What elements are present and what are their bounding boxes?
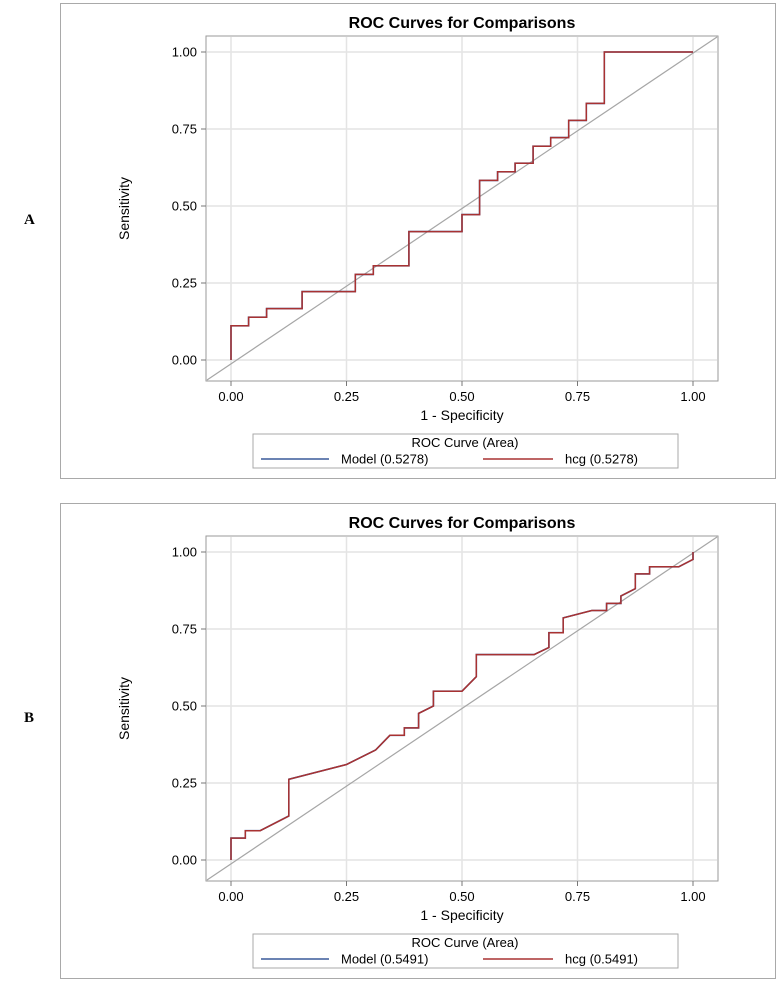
chart-title: ROC Curves for Comparisons: [349, 15, 576, 32]
legend-area-value: (0.5278): [380, 452, 428, 467]
series-line-hcg: [230, 51, 693, 360]
legend-series-name: hcg: [565, 952, 590, 967]
y-tick-label: 0.00: [172, 353, 197, 368]
legend-area-value: (0.5491): [380, 952, 428, 967]
y-tick-label: 0.50: [172, 199, 197, 214]
x-tick-label: 0.00: [218, 889, 243, 904]
chart-title: ROC Curves for Comparisons: [349, 515, 576, 532]
chart-panel-a: ROC Curves for Comparisons 0.00 0.25 0.50 0.…: [60, 3, 776, 479]
y-tick-label: 0.25: [172, 776, 197, 791]
legend: ROC Curve (Area)Model (0.5278) hcg (0.527…: [252, 433, 679, 469]
panel-label-a: A: [24, 212, 35, 228]
legend-area-value: (0.5491): [590, 952, 638, 967]
y-tick-label: 0.75: [172, 622, 197, 637]
legend-series-name: Model: [341, 952, 380, 967]
y-axis-label: Sensitivity: [116, 177, 132, 240]
legend-box: [252, 433, 679, 469]
y-tick-label: 0.75: [172, 122, 197, 137]
legend-entry-hcg: hcg (0.5278): [565, 452, 638, 467]
y-tick-label: 0.25: [172, 276, 197, 291]
x-tick-label: 0.00: [218, 389, 243, 404]
y-tick-label: 1.00: [172, 545, 197, 560]
roc-chart-b: ROC Curves for Comparisons 0.00 0.25 0.50 0.…: [116, 515, 719, 969]
legend: ROC Curve (Area)Model (0.5491) hcg (0.549…: [252, 933, 679, 969]
x-tick-label: 1.00: [680, 889, 705, 904]
roc-chart-a: ROC Curves for Comparisons 0.00 0.25 0.50 0.…: [116, 15, 719, 469]
x-tick-label: 0.75: [565, 389, 590, 404]
x-tick-label: 0.25: [334, 389, 359, 404]
panel-label-b: B: [24, 710, 35, 726]
x-axis-label: 1 - Specificity: [420, 407, 503, 423]
legend-entry-hcg: hcg (0.5491): [565, 952, 638, 967]
y-tick-label: 0.50: [172, 699, 197, 714]
x-axis-label: 1 - Specificity: [420, 907, 503, 923]
chart-panel-b: ROC Curves for Comparisons 0.00 0.25 0.50 0.…: [60, 503, 776, 979]
legend-entry-model: Model (0.5278): [341, 452, 428, 467]
legend-series-name: hcg: [565, 452, 590, 467]
y-axis-label: Sensitivity: [116, 677, 132, 740]
x-tick-label: 0.50: [449, 389, 474, 404]
legend-entry-model: Model (0.5491): [341, 952, 428, 967]
x-tick-label: 1.00: [680, 389, 705, 404]
reference-diagonal: [206, 536, 718, 881]
legend-series-name: Model: [341, 452, 380, 467]
legend-title: ROC Curve (Area): [412, 935, 519, 950]
x-tick-label: 0.50: [449, 889, 474, 904]
series-line-hcg: [230, 552, 694, 860]
legend-box: [252, 933, 679, 969]
x-tick-label: 0.25: [334, 889, 359, 904]
legend-title: ROC Curve (Area): [412, 435, 519, 450]
reference-diagonal: [206, 36, 718, 381]
x-tick-label: 0.75: [565, 889, 590, 904]
legend-area-value: (0.5278): [590, 452, 638, 467]
y-tick-label: 1.00: [172, 45, 197, 60]
y-tick-label: 0.00: [172, 853, 197, 868]
